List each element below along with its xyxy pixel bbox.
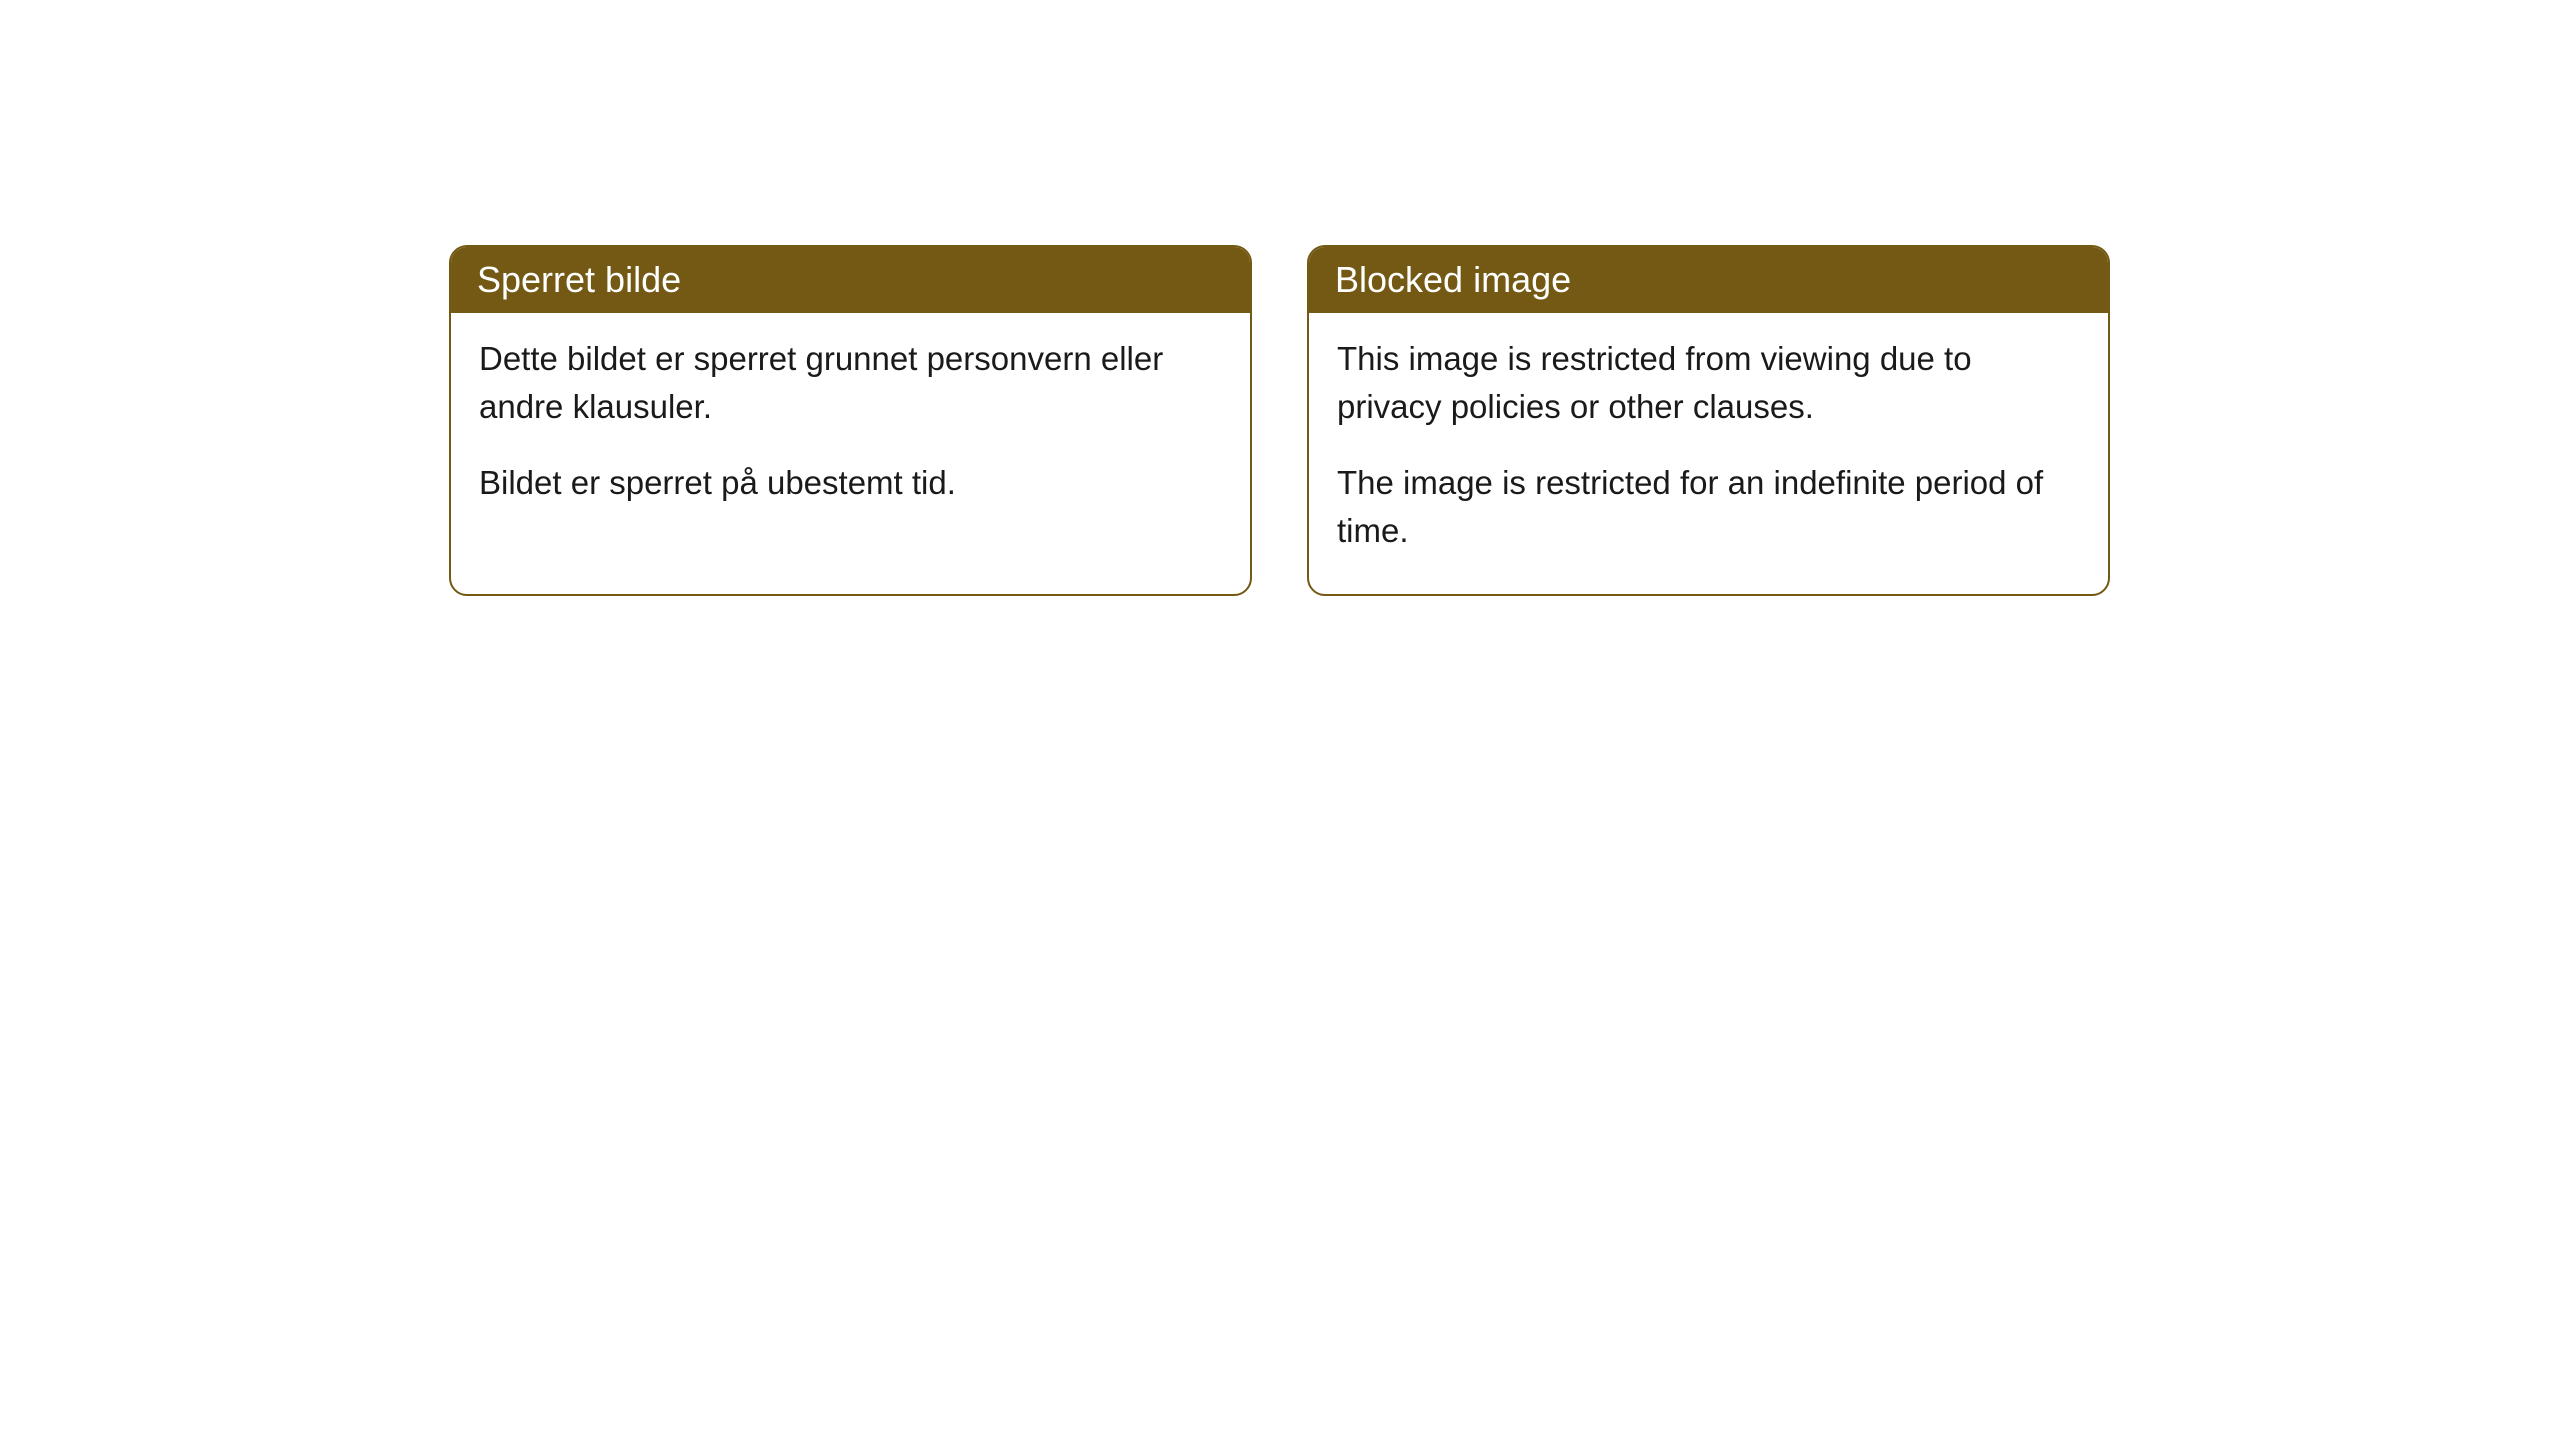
card-paragraph: This image is restricted from viewing du… [1337, 335, 2080, 431]
card-body: Dette bildet er sperret grunnet personve… [451, 313, 1250, 547]
card-header: Sperret bilde [451, 247, 1250, 313]
card-paragraph: The image is restricted for an indefinit… [1337, 459, 2080, 555]
notice-card-english: Blocked image This image is restricted f… [1307, 245, 2110, 596]
card-header: Blocked image [1309, 247, 2108, 313]
cards-container: Sperret bilde Dette bildet er sperret gr… [449, 245, 2110, 596]
notice-card-norwegian: Sperret bilde Dette bildet er sperret gr… [449, 245, 1252, 596]
card-paragraph: Bildet er sperret på ubestemt tid. [479, 459, 1222, 507]
card-title: Sperret bilde [477, 259, 681, 300]
card-body: This image is restricted from viewing du… [1309, 313, 2108, 594]
card-title: Blocked image [1335, 259, 1571, 300]
card-paragraph: Dette bildet er sperret grunnet personve… [479, 335, 1222, 431]
